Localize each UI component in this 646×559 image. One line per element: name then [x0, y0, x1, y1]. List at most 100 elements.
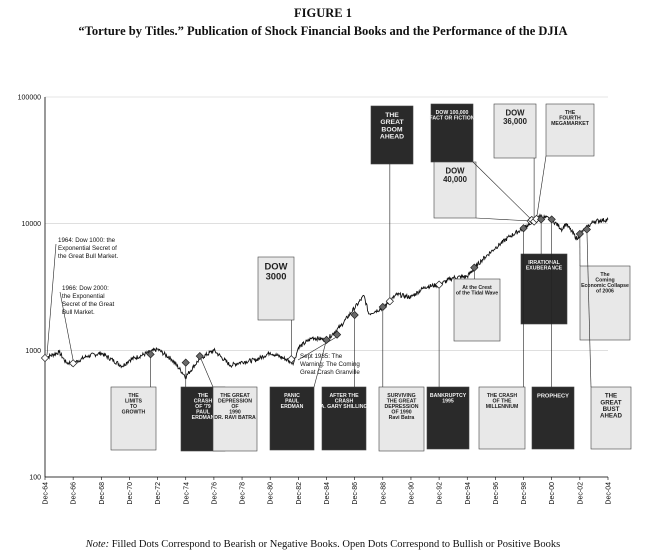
- book-dot: [435, 280, 444, 289]
- book-cover-text: DEPRESSION: [384, 404, 418, 410]
- book-dot: [582, 225, 591, 234]
- book-cover-text: FACT OR FICTION: [430, 116, 475, 122]
- book-connector-dow100k: [472, 161, 532, 221]
- annotation-a1985: Warning: The Coming: [300, 361, 360, 368]
- book-cover-text: THE: [198, 393, 209, 399]
- book-cover-dow3000: [257, 256, 295, 321]
- book-cover-limits: [110, 386, 157, 451]
- book-dot: [287, 355, 296, 364]
- book-dot: [519, 224, 528, 233]
- book-cover-text: PAUL: [285, 399, 300, 405]
- book-cover-text: MEGAMARKET: [551, 121, 590, 127]
- book-cover-panic: [269, 386, 315, 451]
- book-cover-text: A. GARY SHILLING: [321, 404, 368, 410]
- book-cover-text: 3000: [266, 270, 287, 281]
- book-cover-crest: [453, 278, 501, 342]
- book-dot: [146, 350, 155, 359]
- figure-note: Note: Filled Dots Correspond to Bearish …: [0, 539, 646, 550]
- book-cover-text: BUST: [603, 406, 620, 413]
- book-cover-surviving: [378, 386, 425, 452]
- x-tick-label: Dec-64: [43, 482, 50, 505]
- book-connector-dow40k: [475, 217, 531, 222]
- annotation-leader-1966: [59, 291, 74, 361]
- book-cover-text: The: [600, 272, 609, 278]
- book-cover-text: DOW: [445, 167, 465, 176]
- book-dot: [69, 359, 78, 368]
- book-cover-text: AHEAD: [600, 412, 623, 419]
- book-cover-text: GREAT: [600, 399, 621, 406]
- book-cover-text: THE GREAT: [387, 399, 417, 405]
- book-cover-text: THE: [128, 393, 139, 399]
- book-dot: [322, 335, 331, 344]
- book-cover-text: PROPHECY: [537, 393, 569, 399]
- book-cover-text: AHEAD: [380, 133, 404, 140]
- book-cover-boom: [370, 105, 414, 165]
- book-cover-text: Ravi Batra: [389, 415, 415, 421]
- book-cover-text: At the Crest: [462, 285, 492, 291]
- book-cover-text: DEPRESSION: [218, 399, 252, 405]
- x-tick-label: Dec-90: [408, 482, 415, 505]
- book-cover-millen: [478, 386, 526, 450]
- book-cover-text: MILLENNIUM: [486, 404, 519, 410]
- x-tick-label: Dec-00: [549, 482, 556, 505]
- book-cover-fourth: [545, 103, 595, 157]
- x-tick-label: Dec-80: [268, 482, 275, 505]
- x-tick-label: Dec-70: [127, 482, 134, 505]
- book-cover-text: DR. RAVI BATRA: [214, 415, 256, 421]
- annotation-leader-1964: [46, 243, 57, 356]
- annotation-a1966: the Exponential: [62, 293, 105, 300]
- y-tick-label: 100: [29, 475, 41, 482]
- book-cover-text: DOW: [505, 109, 525, 118]
- book-cover-text: OF '79: [195, 404, 211, 410]
- book-cover-text: OF 1990: [391, 410, 411, 416]
- book-dot: [350, 310, 359, 320]
- figure-subtitle: “Torture by Titles.” Publication of Shoc…: [78, 24, 568, 38]
- annotation-a1985: Great Crash Granville: [300, 369, 360, 376]
- book-cover-dow100k: [430, 103, 474, 163]
- book-dot: [378, 302, 387, 312]
- book-connector-gd1990: [199, 356, 214, 388]
- book-connector-fourth: [536, 155, 547, 219]
- book-cover-text: LIMITS: [125, 399, 143, 405]
- y-tick-label: 1000: [25, 348, 41, 355]
- x-tick-label: Dec-68: [99, 482, 106, 505]
- x-tick-label: Dec-88: [380, 482, 387, 505]
- book-cover-text: ERDMAN: [192, 415, 215, 421]
- annotation-a1964: the Great Bull Market.: [58, 253, 118, 260]
- x-tick-label: Dec-74: [183, 482, 190, 505]
- book-cover-text: OF: [231, 404, 238, 410]
- x-tick-label: Dec-86: [352, 482, 359, 505]
- djia-chart: 100 1000 10000 100000 Dec-64 Dec-66 Dec-68 Dec-…: [18, 95, 632, 505]
- annotation-a1964: 1964: Dow 1000: the: [58, 237, 116, 244]
- book-cover-text: BOOM: [381, 126, 402, 133]
- book-cover-text: ERDMAN: [281, 404, 304, 410]
- book-dot: [470, 263, 479, 272]
- book-cover-text: 36,000: [503, 117, 528, 126]
- x-tick-label: Dec-76: [211, 482, 218, 505]
- book-cover-text: GREAT: [380, 119, 404, 126]
- book-cover-text: CRASH: [194, 399, 213, 405]
- annotation-a1985: Sept 1985: The: [300, 353, 343, 360]
- note-text: Filled Dots Correspond to Bearish or Neg…: [111, 539, 561, 550]
- book-cover-after: [321, 386, 367, 451]
- book-cover-text: CRASH: [335, 399, 354, 405]
- book-cover-irrational: [520, 253, 568, 325]
- annotation-a1966: 1966: Dow 2000:: [62, 285, 109, 292]
- book-cover-text: of 2006: [596, 289, 614, 295]
- annotation-a1964: Exponential Secret of: [58, 245, 117, 252]
- annotation-a1966: Bull Market.: [62, 309, 95, 316]
- book-cover-text: SURVIVING: [387, 393, 415, 399]
- figure-title: FIGURE 1: [294, 6, 352, 20]
- book-cover-text: THE: [385, 112, 399, 119]
- book-cover-text: DOW: [265, 261, 288, 272]
- annotation-a1966: Secret of the Great: [62, 301, 115, 308]
- x-tick-label: Dec-98: [521, 482, 528, 505]
- book-cover-bust: [590, 386, 632, 450]
- note-prefix: Note:: [85, 539, 110, 550]
- book-cover-text: IRRATIONAL: [528, 260, 560, 266]
- book-dot: [332, 330, 342, 339]
- book-cover-dow36k: [493, 103, 537, 159]
- book-dot: [547, 215, 556, 224]
- book-cover-text: AFTER THE: [329, 393, 359, 399]
- book-cover-text: Coming: [595, 278, 614, 284]
